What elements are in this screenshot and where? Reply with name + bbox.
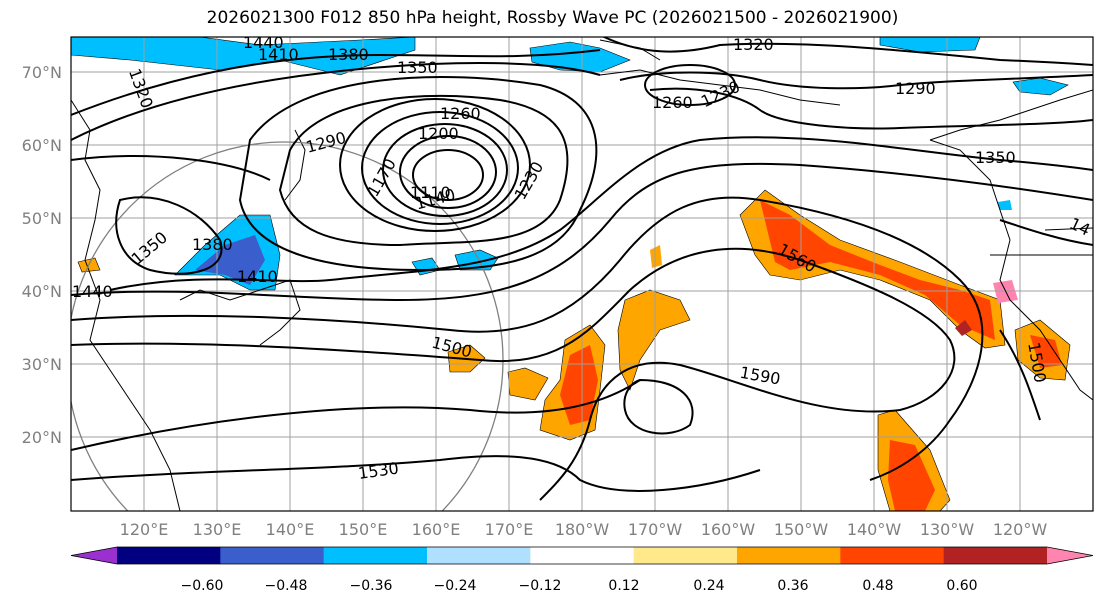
lat-label: 50°N [22,209,62,228]
colorbar-segment [323,547,428,564]
negative-anomaly-regions [71,37,1069,291]
contour-label: 1260 [440,104,481,123]
colorbar-tick: −0.60 [181,578,224,594]
lon-label: 160°W [701,520,756,539]
colorbar-segment [220,547,325,564]
lat-label: 20°N [22,428,62,447]
contour-label: 1320 [733,35,774,54]
lon-label: 140°W [847,520,902,539]
contour-label: 1380 [328,45,369,64]
colorbar-ticks: −0.60 −0.48 −0.36 −0.24 −0.12 0.12 0.24 … [181,578,978,594]
contour-label: 1350 [975,148,1016,167]
lat-label: 60°N [22,136,62,155]
colorbar-extend-high [1047,547,1093,564]
contour-label: 1380 [192,235,233,254]
lon-label: 180°W [555,520,610,539]
colorbar-tick: −0.12 [519,578,562,594]
colorbar-segment [943,547,1048,564]
figure-title: 2026021300 F012 850 hPa height, Rossby W… [206,8,899,28]
contour-label: 1440 [243,33,284,52]
colorbar-tick: 0.60 [946,578,977,594]
lon-label: 120°E [120,520,169,539]
colorbar-tick: 0.36 [777,578,808,594]
contour-label: 1350 [397,58,438,77]
positive-anomaly-regions [77,189,1071,511]
map-gridlines [71,37,1093,511]
contour-label: 1260 [652,93,693,112]
lon-label: 150°W [774,520,829,539]
colorbar-segment [633,547,738,564]
colorbar [70,546,1094,565]
colorbar-tick: 0.12 [608,578,639,594]
colorbar-extend-low [71,547,117,564]
latitude-labels: 70°N 60°N 50°N 40°N 30°N 20°N [22,63,62,447]
contour-label: 1110 [410,183,451,202]
colorbar-tick: −0.48 [265,578,308,594]
lon-label: 150°E [339,520,388,539]
contour-label: 1410 [237,267,278,286]
longitude-labels: 120°E 130°E 140°E 150°E 160°E 170°E 180°… [120,520,1048,539]
colorbar-outline [70,546,1094,565]
lon-label: 130°W [920,520,975,539]
contour-label: 1440 [72,282,113,301]
lon-label: 160°E [412,520,461,539]
lat-label: 40°N [22,282,62,301]
lon-label: 130°E [193,520,242,539]
colorbar-segment [427,547,531,564]
height-contours [71,37,1093,501]
contour-label: 1200 [418,124,459,143]
lat-label: 70°N [22,63,62,82]
colorbar-tick: −0.36 [350,578,393,594]
lon-label: 140°E [266,520,315,539]
contour-label: 1410 [258,45,299,64]
colorbar-tick: 0.48 [862,578,893,594]
coastlines [71,39,1093,511]
lon-label: 170°W [628,520,683,539]
colorbar-tick: 0.24 [693,578,724,594]
colorbar-segment [737,547,841,564]
colorbar-segment [840,547,945,564]
contour-label: 1290 [895,79,936,98]
lon-label: 170°E [485,520,534,539]
colorbar-segment [530,547,635,564]
lon-label: 120°W [993,520,1048,539]
colorbar-segment [117,547,221,564]
lat-label: 30°N [22,355,62,374]
colorbar-tick: −0.24 [434,578,477,594]
